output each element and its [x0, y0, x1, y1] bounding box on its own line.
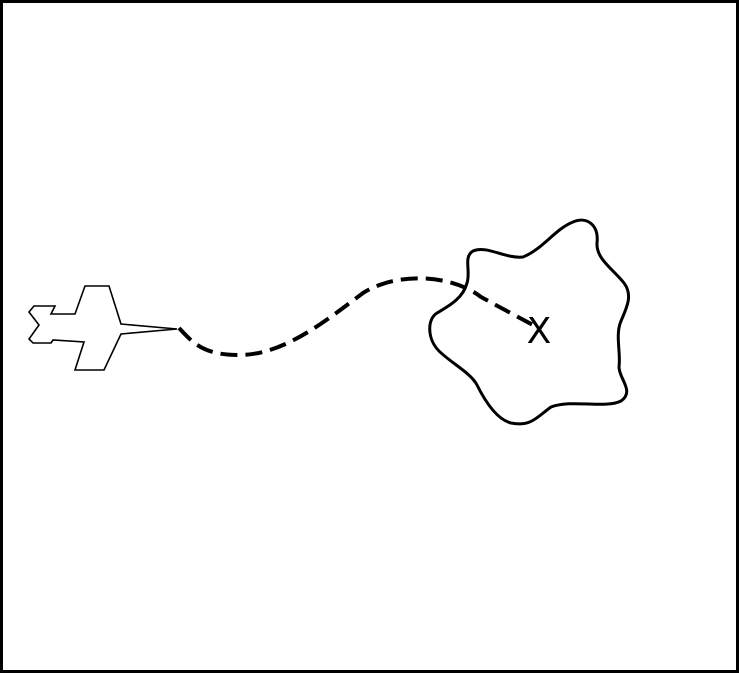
flight-diagram: X	[27, 218, 631, 426]
target-marker: X	[527, 311, 552, 352]
airplane-icon	[27, 285, 178, 371]
island-outline	[428, 218, 631, 426]
dashed-flight-path	[177, 276, 534, 358]
